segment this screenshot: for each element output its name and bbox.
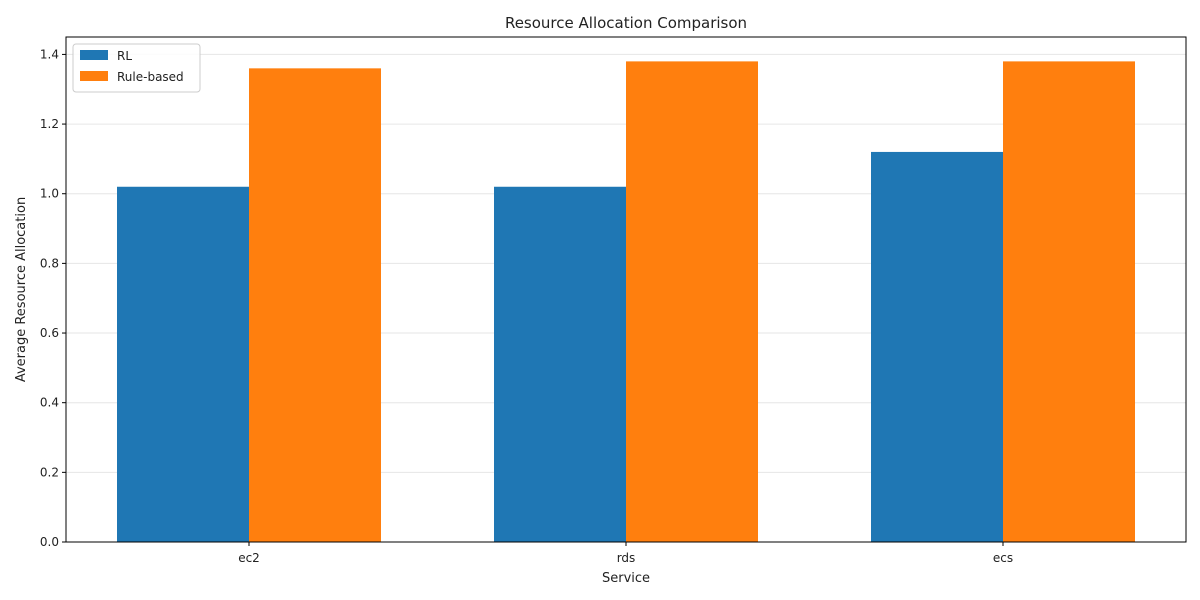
y-tick-label: 1.2: [40, 117, 59, 131]
bars: [117, 61, 1135, 543]
bar-rule-based-ecs: [1003, 61, 1135, 543]
legend-swatch: [80, 50, 108, 60]
y-tick-label: 0.4: [40, 396, 59, 410]
x-tick-label: ec2: [238, 551, 260, 565]
x-axis-ticks: ec2 rds ecs: [238, 542, 1013, 565]
bar-rule-based-ec2: [249, 68, 381, 543]
legend-label: RL: [117, 49, 132, 63]
y-tick-label: 0.2: [40, 465, 59, 479]
y-tick-label: 0.8: [40, 256, 59, 270]
bar-rule-based-rds: [626, 61, 758, 543]
y-tick-label: 0.0: [40, 535, 59, 549]
legend-swatch: [80, 71, 108, 81]
y-tick-label: 1.0: [40, 187, 59, 201]
x-tick-label: ecs: [993, 551, 1013, 565]
y-tick-label: 1.4: [40, 47, 59, 61]
y-tick-label: 0.6: [40, 326, 59, 340]
x-tick-label: rds: [617, 551, 636, 565]
y-axis-ticks: 0.0 0.2 0.4 0.6 0.8 1.0 1.2 1.4: [40, 47, 66, 549]
bar-rl-ec2: [117, 186, 249, 543]
x-axis-label: Service: [602, 571, 650, 586]
y-axis-label: Average Resource Allocation: [14, 197, 29, 382]
legend-label: Rule-based: [117, 70, 184, 84]
chart-title: Resource Allocation Comparison: [505, 14, 747, 32]
legend: RL Rule-based: [72, 43, 201, 93]
bar-rl-ecs: [871, 151, 1003, 542]
bar-rl-rds: [494, 186, 626, 543]
